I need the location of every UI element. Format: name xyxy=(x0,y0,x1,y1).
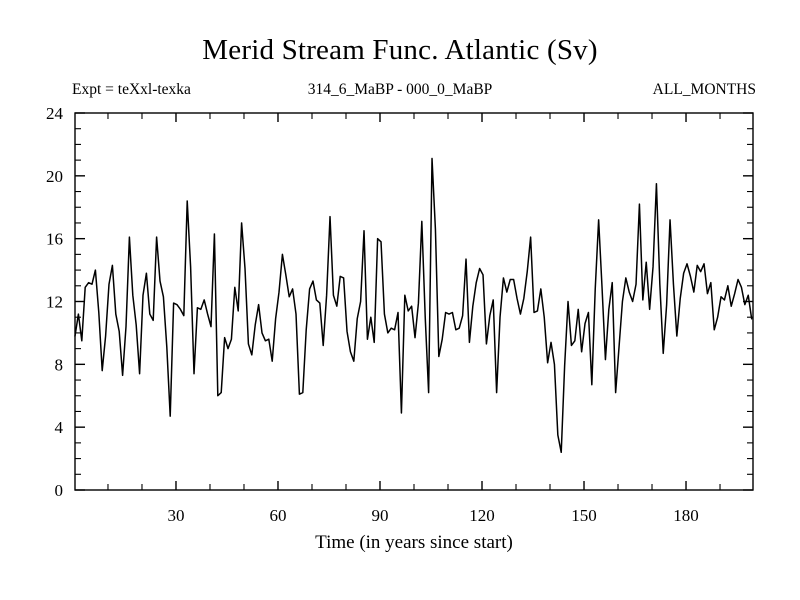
axis-tick-labels: 30 60 90 120 150 180 0 4 8 12 16 20 24 xyxy=(46,104,699,525)
x-tick-label: 30 xyxy=(167,506,184,525)
y-tick-label: 16 xyxy=(46,230,63,249)
subtitle-months: ALL_MONTHS xyxy=(652,81,756,98)
plot-frame xyxy=(74,112,754,491)
subtitle-experiment: Expt = teXxl-texka xyxy=(72,81,191,98)
axis-ticks xyxy=(75,112,753,491)
y-tick-label: 20 xyxy=(46,167,63,186)
y-tick-label: 0 xyxy=(55,481,64,500)
x-tick-label: 180 xyxy=(673,506,699,525)
y-tick-label: 4 xyxy=(55,418,64,437)
data-series-line xyxy=(74,157,753,454)
x-tick-label: 60 xyxy=(269,506,286,525)
subtitle-period: 314_6_MaBP - 000_0_MaBP xyxy=(307,81,493,98)
x-tick-label: 150 xyxy=(571,506,597,525)
x-tick-label: 120 xyxy=(469,506,495,525)
page-title: Merid Stream Func. Atlantic (Sv) xyxy=(202,34,598,66)
x-axis-title: Time (in years since start) xyxy=(315,532,513,553)
x-tick-label: 90 xyxy=(371,506,388,525)
y-tick-label: 8 xyxy=(55,355,64,374)
y-tick-label: 24 xyxy=(46,104,64,123)
y-tick-label: 12 xyxy=(46,293,63,312)
